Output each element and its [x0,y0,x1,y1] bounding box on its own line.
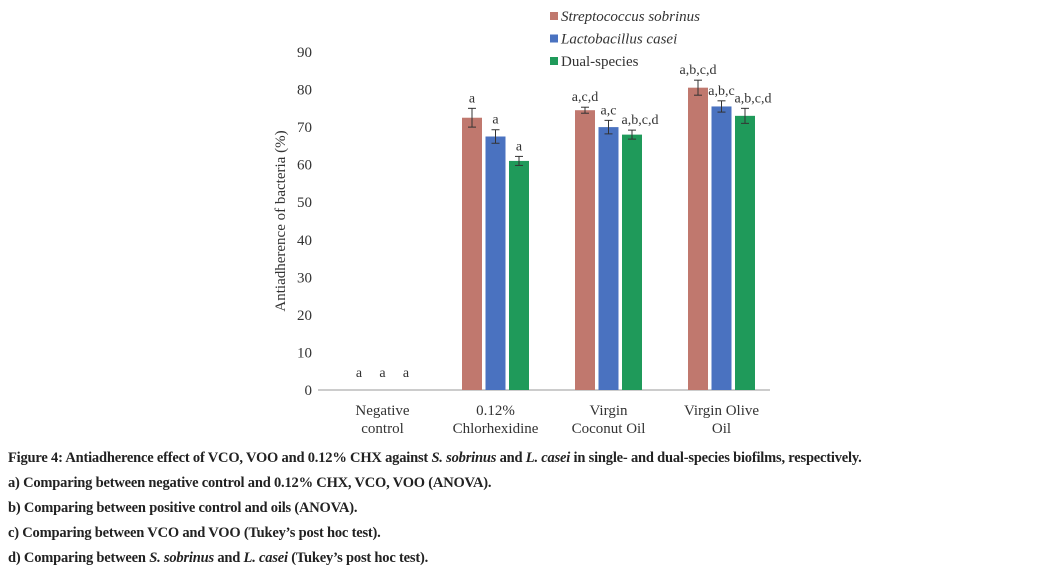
caption-text: in single- and dual-species biofilms, re… [570,450,862,466]
bar-chart: 0 10 20 30 40 50 60 70 80 90 Antiadherence of bact… [273,9,772,437]
x-tick-label: Virgin Olive [684,403,759,419]
y-tick-label: 70 [297,120,312,136]
y-tick-label: 40 [297,233,312,249]
bar [598,127,619,390]
y-axis-label: Antiadherence of bacteria (%) [273,130,289,311]
legend-label: Streptococcus sobrinus [561,9,700,25]
bar [688,87,708,390]
caption-note-a: a) Comparing between negative control an… [8,475,492,491]
legend-label: Dual-species [561,54,639,70]
significance-label: a [403,366,410,381]
legend-swatch [550,34,558,43]
y-tick-label: 0 [305,383,313,399]
bar [485,136,506,390]
x-tick-label: Coconut Oil [572,421,646,437]
significance-label: a [356,366,363,381]
caption-text: and [496,450,526,466]
legend-label: Lactobacillus casei [560,32,677,48]
y-tick-label: 60 [297,158,312,174]
x-tick-label: Chlorhexidine [453,421,539,437]
significance-label: a,c [601,103,617,118]
caption-species: S. sobrinus [431,450,497,466]
caption-text: Figure 4: Antiadherence effect of VCO, V… [8,450,432,466]
bar [622,134,642,390]
significance-label: a,b,c,d [622,113,659,128]
x-tick-label: 0.12% [476,403,515,419]
caption-species: S. sobrinus [149,550,214,566]
y-tick-label: 80 [297,83,312,99]
figure-caption-title: Figure 4: Antiadherence effect of VCO, V… [8,450,862,467]
significance-label: a,b,c,d [735,91,772,106]
caption-species: L. casei [243,550,289,566]
legend-swatch [550,12,558,20]
bar [735,115,755,390]
caption-text: (Tukey’s post hoc test). [287,550,429,566]
significance-label: a [469,91,476,106]
x-tick-label: Virgin [590,403,628,419]
significance-label: a,b,c,d [680,63,717,78]
bar [575,110,595,390]
y-tick-label: 10 [297,345,312,361]
significance-label: a [492,113,499,128]
significance-label: a [379,366,386,381]
caption-note-d: d) Comparing between S. sobrinus and L. … [8,550,428,567]
caption-text: and [213,550,244,566]
bar [462,117,482,390]
x-tick-label: control [361,421,404,437]
significance-label: a,c,d [572,90,598,105]
legend-swatch [550,57,558,65]
significance-label: a,b,c [708,84,734,99]
y-tick-label: 20 [297,308,312,324]
y-tick-label: 50 [297,195,312,211]
caption-note-b: b) Comparing between positive control an… [8,500,358,516]
caption-species: L. casei [525,450,571,466]
y-tick-label: 90 [297,45,312,61]
x-tick-label: Negative [355,403,409,419]
y-tick-label: 30 [297,270,312,286]
x-tick-label: Oil [712,421,731,437]
caption-note-c: c) Comparing between VCO and VOO (Tukey’… [8,525,381,541]
significance-label: a [516,139,523,154]
caption-text: d) Comparing between [8,550,150,566]
bar [509,160,529,390]
bar [711,106,732,390]
